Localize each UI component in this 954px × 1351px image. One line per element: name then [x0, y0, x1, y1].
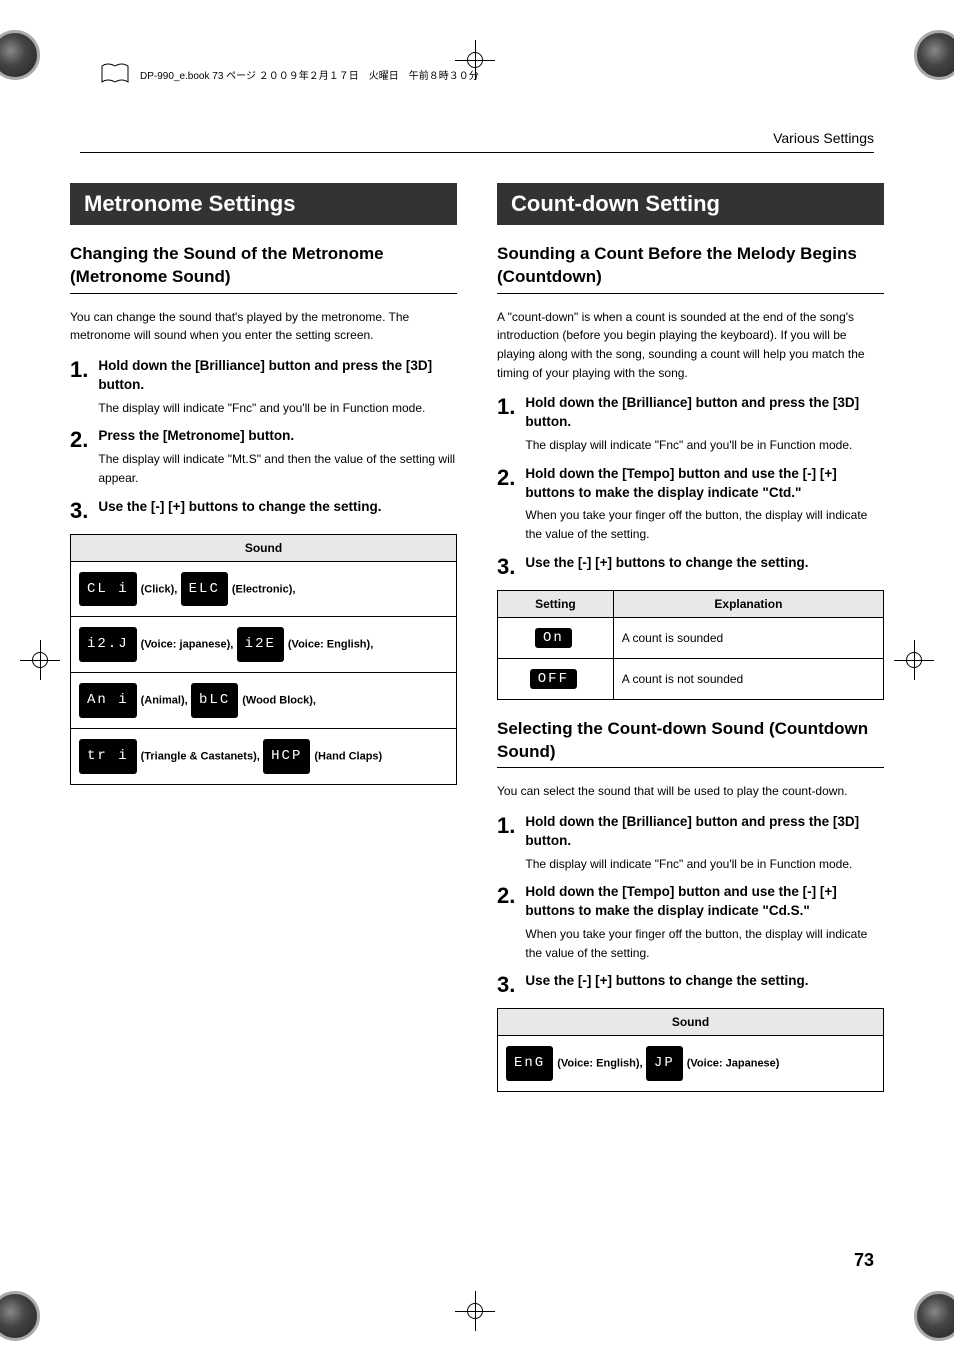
step-title: Hold down the [Brilliance] button and pr…: [525, 813, 884, 851]
step-desc: The display will indicate "Fnc" and you'…: [525, 436, 884, 455]
step-desc: When you take your finger off the button…: [525, 506, 884, 543]
intro-text: You can change the sound that's played b…: [70, 308, 457, 345]
sound-row: i2.J (Voice: japanese), i2E (Voice: Englis…: [71, 617, 457, 673]
section-title-countdown: Count-down Setting: [497, 183, 884, 225]
lcd-display: ELC: [181, 572, 228, 607]
step-number: 3: [497, 972, 509, 997]
countdown-sound-table: Sound EnG (Voice: English), JP (Voice: Jap…: [497, 1008, 884, 1092]
sound-label: (Animal),: [141, 695, 188, 707]
step-number: 2: [497, 883, 509, 908]
table-header-sound: Sound: [71, 534, 457, 561]
table-header-explanation: Explanation: [613, 590, 883, 617]
lcd-display: An i: [79, 683, 137, 718]
step-number: 3: [70, 498, 82, 523]
sound-label: (Electronic),: [232, 583, 296, 595]
lcd-display: bLC: [191, 683, 238, 718]
table-cell: A count is sounded: [613, 617, 883, 658]
section-title-metronome: Metronome Settings: [70, 183, 457, 225]
header-rule: [80, 152, 874, 153]
step-1b: 1. Hold down the [Brilliance] button and…: [497, 813, 884, 873]
table-row: OFF A count is not sounded: [498, 658, 884, 699]
step-desc: The display will indicate "Mt.S" and the…: [98, 450, 457, 487]
step-1: 1. Hold down the [Brilliance] button and…: [70, 357, 457, 417]
step-3b: 3. Use the [-] [+] buttons to change the…: [497, 972, 884, 998]
sound-label: (Voice: English),: [288, 639, 373, 651]
corner-ornament-icon: [914, 30, 954, 80]
sound-label: (Triangle & Castanets),: [141, 750, 260, 762]
crop-mark-icon: [894, 640, 934, 680]
step-title: Hold down the [Brilliance] button and pr…: [525, 394, 884, 432]
table-cell: A count is not sounded: [613, 658, 883, 699]
corner-ornament-icon: [0, 30, 40, 80]
lcd-display: i2E: [237, 627, 284, 662]
lcd-display: i2.J: [79, 627, 137, 662]
book-icon: [100, 62, 130, 86]
crop-mark-icon: [455, 1291, 495, 1331]
setting-table: Setting Explanation On A count is sounde…: [497, 590, 884, 700]
step-3: 3. Use the [-] [+] buttons to change the…: [497, 554, 884, 580]
lcd-display: HCP: [263, 739, 310, 774]
subsection-countdown: Sounding a Count Before the Melody Begin…: [497, 243, 884, 289]
sound-label: (Voice: japanese),: [141, 639, 234, 651]
sound-label: (Click),: [141, 583, 178, 595]
ebook-header-text: DP-990_e.book 73 ページ ２００９年２月１７日 火曜日 午前８時…: [140, 67, 479, 82]
crop-mark-icon: [20, 640, 60, 680]
sound-row: An i (Animal), bLC (Wood Block),: [71, 673, 457, 729]
step-desc: When you take your finger off the button…: [525, 925, 884, 962]
lcd-display: tr i: [79, 739, 137, 774]
step-title: Press the [Metronome] button.: [98, 427, 457, 446]
step-2: 2. Hold down the [Tempo] button and use …: [497, 465, 884, 544]
step-title: Hold down the [Brilliance] button and pr…: [98, 357, 457, 395]
step-number: 2: [70, 427, 82, 452]
subsection-rule: [70, 293, 457, 294]
subsection-rule: [497, 767, 884, 768]
step-title: Hold down the [Tempo] button and use the…: [525, 883, 884, 921]
ebook-header: DP-990_e.book 73 ページ ２００９年２月１７日 火曜日 午前８時…: [100, 62, 479, 86]
sound-label: (Voice: English),: [557, 1058, 642, 1070]
step-number: 2: [497, 465, 509, 490]
intro-text: A "count-down" is when a count is sounde…: [497, 308, 884, 382]
sound-table: Sound CL i (Click), ELC (Electronic), i2.J…: [70, 534, 457, 785]
page: DP-990_e.book 73 ページ ２００９年２月１７日 火曜日 午前８時…: [0, 0, 954, 1351]
step-number: 3: [497, 554, 509, 579]
lcd-display: On: [535, 628, 572, 648]
sound-label: (Voice: Japanese): [687, 1058, 780, 1070]
step-3: 3. Use the [-] [+] buttons to change the…: [70, 498, 457, 524]
lcd-display: OFF: [530, 669, 577, 689]
step-title: Use the [-] [+] buttons to change the se…: [98, 498, 457, 517]
sound-row: tr i (Triangle & Castanets), HCP (Hand Cla…: [71, 728, 457, 784]
step-2: 2. Press the [Metronome] button. The dis…: [70, 427, 457, 487]
corner-ornament-icon: [914, 1291, 954, 1341]
corner-ornament-icon: [0, 1291, 40, 1341]
subsection-countdown-sound: Selecting the Count-down Sound (Countdow…: [497, 718, 884, 764]
subsection-metronome-sound: Changing the Sound of the Metronome (Met…: [70, 243, 457, 289]
table-header-sound: Sound: [498, 1009, 884, 1036]
step-title: Hold down the [Tempo] button and use the…: [525, 465, 884, 503]
content-columns: Metronome Settings Changing the Sound of…: [60, 183, 894, 1092]
sound-row: CL i (Click), ELC (Electronic),: [71, 561, 457, 617]
step-title: Use the [-] [+] buttons to change the se…: [525, 972, 884, 991]
step-number: 1: [497, 394, 509, 419]
left-column: Metronome Settings Changing the Sound of…: [70, 183, 457, 1092]
step-2b: 2. Hold down the [Tempo] button and use …: [497, 883, 884, 962]
step-number: 1: [70, 357, 82, 382]
step-desc: The display will indicate "Fnc" and you'…: [98, 399, 457, 418]
subsection-rule: [497, 293, 884, 294]
lcd-display: JP: [646, 1046, 683, 1081]
sound-label: (Hand Claps): [314, 750, 382, 762]
step-title: Use the [-] [+] buttons to change the se…: [525, 554, 884, 573]
step-number: 1: [497, 813, 509, 838]
step-1: 1. Hold down the [Brilliance] button and…: [497, 394, 884, 454]
right-column: Count-down Setting Sounding a Count Befo…: [497, 183, 884, 1092]
lcd-display: EnG: [506, 1046, 553, 1081]
sound-row: EnG (Voice: English), JP (Voice: Japanese): [498, 1036, 884, 1092]
page-header: Various Settings: [60, 130, 894, 146]
lcd-display: CL i: [79, 572, 137, 607]
intro-text: You can select the sound that will be us…: [497, 782, 884, 801]
table-header-setting: Setting: [498, 590, 614, 617]
sound-label: (Wood Block),: [242, 695, 316, 707]
table-row: On A count is sounded: [498, 617, 884, 658]
page-number: 73: [854, 1250, 874, 1271]
step-desc: The display will indicate "Fnc" and you'…: [525, 855, 884, 874]
